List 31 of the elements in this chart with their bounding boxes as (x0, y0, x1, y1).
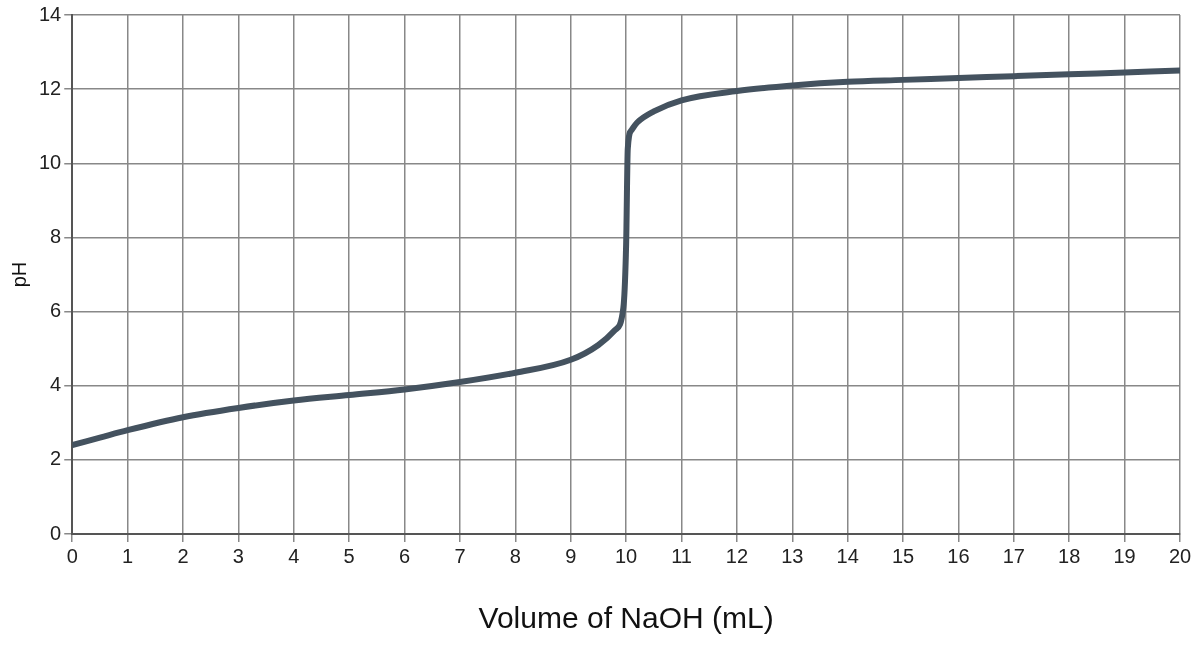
y-axis-title: pH (7, 261, 30, 288)
x-tick-label: 6 (399, 544, 411, 567)
y-tick-label: 2 (50, 447, 62, 470)
x-tick-label: 14 (836, 544, 859, 567)
x-tick-label: 0 (66, 544, 78, 567)
y-tick-label: 12 (39, 76, 62, 99)
x-tick-label: 5 (343, 544, 355, 567)
x-tick-label: 17 (1002, 544, 1025, 567)
x-tick-label: 19 (1113, 544, 1136, 567)
x-tick-label: 1 (122, 544, 134, 567)
x-tick-label: 4 (288, 544, 300, 567)
x-tick-label: 7 (454, 544, 466, 567)
x-tick-label: 8 (509, 544, 521, 567)
x-tick-label: 3 (232, 544, 244, 567)
x-tick-label: 11 (671, 544, 692, 567)
y-tick-label: 0 (50, 521, 62, 544)
x-axis-title: Volume of NaOH (mL) (478, 601, 774, 635)
y-tick-label: 10 (39, 150, 62, 173)
x-tick-label: 10 (615, 544, 638, 567)
x-tick-label: 16 (947, 544, 970, 567)
x-tick-label: 18 (1058, 544, 1081, 567)
y-tick-label: 8 (50, 224, 62, 247)
x-tick-label: 20 (1168, 544, 1192, 567)
x-tick-label: 13 (781, 544, 804, 567)
x-tick-label: 9 (565, 544, 577, 567)
y-tick-label: 14 (39, 2, 62, 25)
x-tick-label: 12 (725, 544, 749, 567)
y-tick-label: 4 (50, 373, 62, 396)
x-tick-label: 2 (177, 544, 189, 567)
x-tick-label: 15 (891, 544, 915, 567)
y-tick-label: 6 (50, 299, 62, 322)
